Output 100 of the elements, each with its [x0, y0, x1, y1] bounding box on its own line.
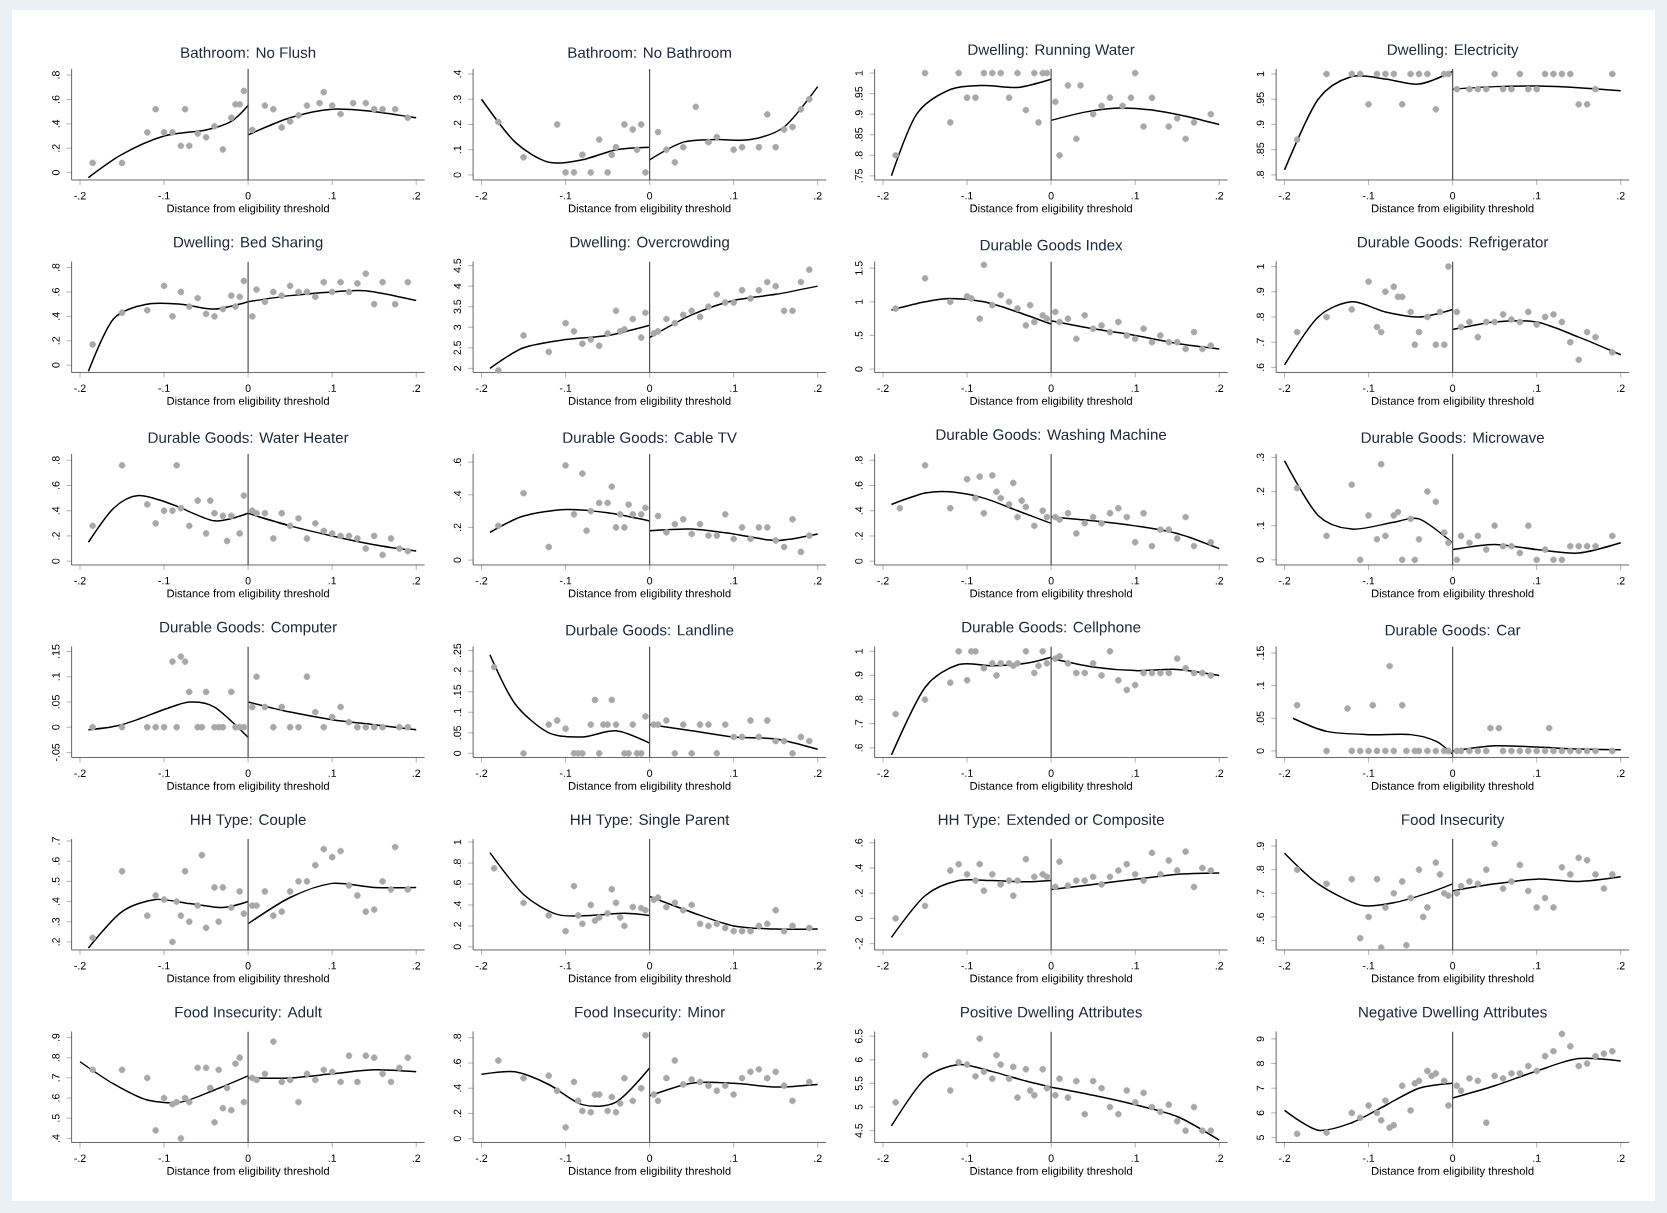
x-tick-label: -.1 [559, 1154, 572, 1162]
y-tick-label: .8 [855, 151, 863, 159]
x-tick-label: -.1 [961, 191, 973, 200]
y-tick-label: .9 [52, 1033, 60, 1041]
x-tick-label: .2 [1617, 192, 1625, 200]
y-tick-label: .95 [1256, 92, 1265, 106]
y-tick-label: .2 [1256, 487, 1265, 495]
chart-title: HH Type: Single Parent [571, 813, 730, 828]
y-tick-label: .4 [52, 312, 60, 320]
x-tick-label: -.1 [1362, 769, 1375, 777]
x-tick-label: -.2 [877, 577, 889, 585]
x-tick-label: .2 [814, 384, 822, 392]
y-tick-label: .2 [52, 336, 60, 345]
y-tick-label: .3 [1256, 453, 1265, 461]
y-tick-label: -.05 [52, 743, 60, 762]
y-tick-label: .8 [453, 1033, 462, 1042]
y-tick-label: 6.5 [855, 1029, 863, 1044]
y-tick-label: 0 [52, 724, 60, 730]
y-tick-label: .2 [52, 938, 60, 946]
chart-title: Negative Dwelling Attributes [1359, 1006, 1547, 1021]
y-tick-label: .4 [52, 1134, 60, 1142]
x-axis-title: Distance from eligibility threshold [568, 781, 731, 793]
x-tick-label: 0 [245, 577, 251, 585]
y-tick-label: .6 [52, 288, 60, 296]
x-tick-label: -.1 [1362, 962, 1375, 970]
x-axis-title: Distance from eligibility threshold [1371, 781, 1534, 793]
y-tick-label: 9 [1256, 1036, 1265, 1042]
y-tick-label: 1.5 [855, 261, 863, 275]
y-tick-label: .1 [1256, 681, 1265, 690]
x-tick-label: .2 [1617, 577, 1625, 585]
y-tick-label: .4 [52, 506, 60, 515]
x-tick-label: 0 [1048, 384, 1054, 392]
x-axis-title: Distance from eligibility threshold [568, 974, 731, 985]
y-tick-label: .2 [855, 889, 863, 897]
x-tick-label: .2 [814, 962, 822, 970]
x-tick-label: .2 [814, 769, 822, 777]
y-tick-label: .6 [52, 1094, 60, 1102]
y-tick-label: .4 [52, 897, 60, 905]
x-tick-label: .2 [814, 577, 822, 585]
y-tick-label: .15 [453, 684, 462, 699]
x-tick-label: -.2 [1278, 384, 1291, 392]
x-tick-label: .2 [1215, 577, 1224, 585]
x-tick-label: -.2 [877, 1154, 889, 1162]
y-tick-label: .9 [1256, 120, 1265, 128]
x-tick-label: 0 [647, 962, 653, 970]
x-tick-label: -.2 [74, 192, 86, 200]
x-tick-label: 0 [245, 192, 251, 200]
y-tick-label: 8 [1256, 1061, 1265, 1067]
y-tick-label: .6 [855, 481, 863, 489]
y-tick-label: .8 [52, 263, 60, 271]
x-tick-label: .1 [730, 191, 738, 200]
y-tick-label: .8 [52, 71, 60, 79]
y-tick-label: .9 [1256, 287, 1265, 296]
x-tick-label: 0 [1048, 577, 1054, 585]
y-tick-label: 0 [52, 170, 60, 176]
x-tick-label: .2 [412, 384, 421, 392]
y-tick-label: .9 [1256, 842, 1265, 850]
x-axis-title: Distance from eligibility threshold [167, 1166, 329, 1178]
chart-title: Positive Dwelling Attributes [961, 1006, 1142, 1021]
chart-title: Food Insecurity: Adult [175, 1006, 322, 1021]
y-tick-label: 1 [1256, 71, 1265, 77]
x-axis-title: Distance from eligibility threshold [970, 781, 1132, 793]
x-axis-title: Distance from eligibility threshold [970, 1166, 1132, 1178]
y-tick-label: .85 [1256, 142, 1265, 157]
y-tick-label: .05 [52, 695, 60, 709]
x-tick-label: .1 [328, 384, 337, 392]
x-tick-label: .2 [412, 769, 421, 777]
y-tick-label: .4 [52, 119, 60, 128]
y-tick-label: .5 [1256, 936, 1265, 944]
x-tick-label: .2 [1617, 769, 1625, 777]
x-tick-label: 0 [1450, 192, 1456, 200]
x-tick-label: .2 [412, 962, 421, 970]
y-tick-label: .2 [453, 1109, 462, 1117]
x-tick-label: -.1 [1362, 1154, 1375, 1162]
y-tick-label: .6 [52, 95, 60, 103]
y-tick-label: .2 [453, 120, 462, 128]
x-tick-label: -.1 [559, 769, 572, 777]
y-tick-label: .6 [453, 458, 462, 466]
y-tick-label: 5 [1256, 1135, 1265, 1141]
y-tick-label: .1 [453, 708, 462, 716]
x-axis-title: Distance from eligibility threshold [568, 396, 731, 408]
x-tick-label: .1 [328, 191, 337, 200]
x-tick-label: .2 [1617, 962, 1625, 970]
y-tick-label: 0 [855, 915, 863, 921]
x-tick-label: -.2 [475, 192, 488, 200]
chart-title: Durable Goods: Refrigerator [1358, 236, 1549, 251]
x-tick-label: -.2 [1278, 577, 1291, 585]
y-tick-label: 1 [855, 299, 863, 304]
x-tick-label: .1 [730, 384, 738, 392]
x-tick-label: .1 [1533, 384, 1541, 392]
x-tick-label: -.1 [158, 1154, 170, 1162]
x-tick-label: 0 [245, 384, 251, 392]
y-tick-label: .4 [453, 69, 462, 78]
y-tick-label: .7 [52, 837, 60, 845]
x-axis-title: Distance from eligibility threshold [970, 974, 1132, 985]
x-tick-label: .1 [730, 962, 738, 970]
y-tick-label: 6 [855, 1057, 863, 1063]
y-tick-label: .4 [453, 900, 462, 909]
x-axis-title: Distance from eligibility threshold [1371, 589, 1534, 600]
x-tick-label: .1 [1533, 191, 1541, 200]
